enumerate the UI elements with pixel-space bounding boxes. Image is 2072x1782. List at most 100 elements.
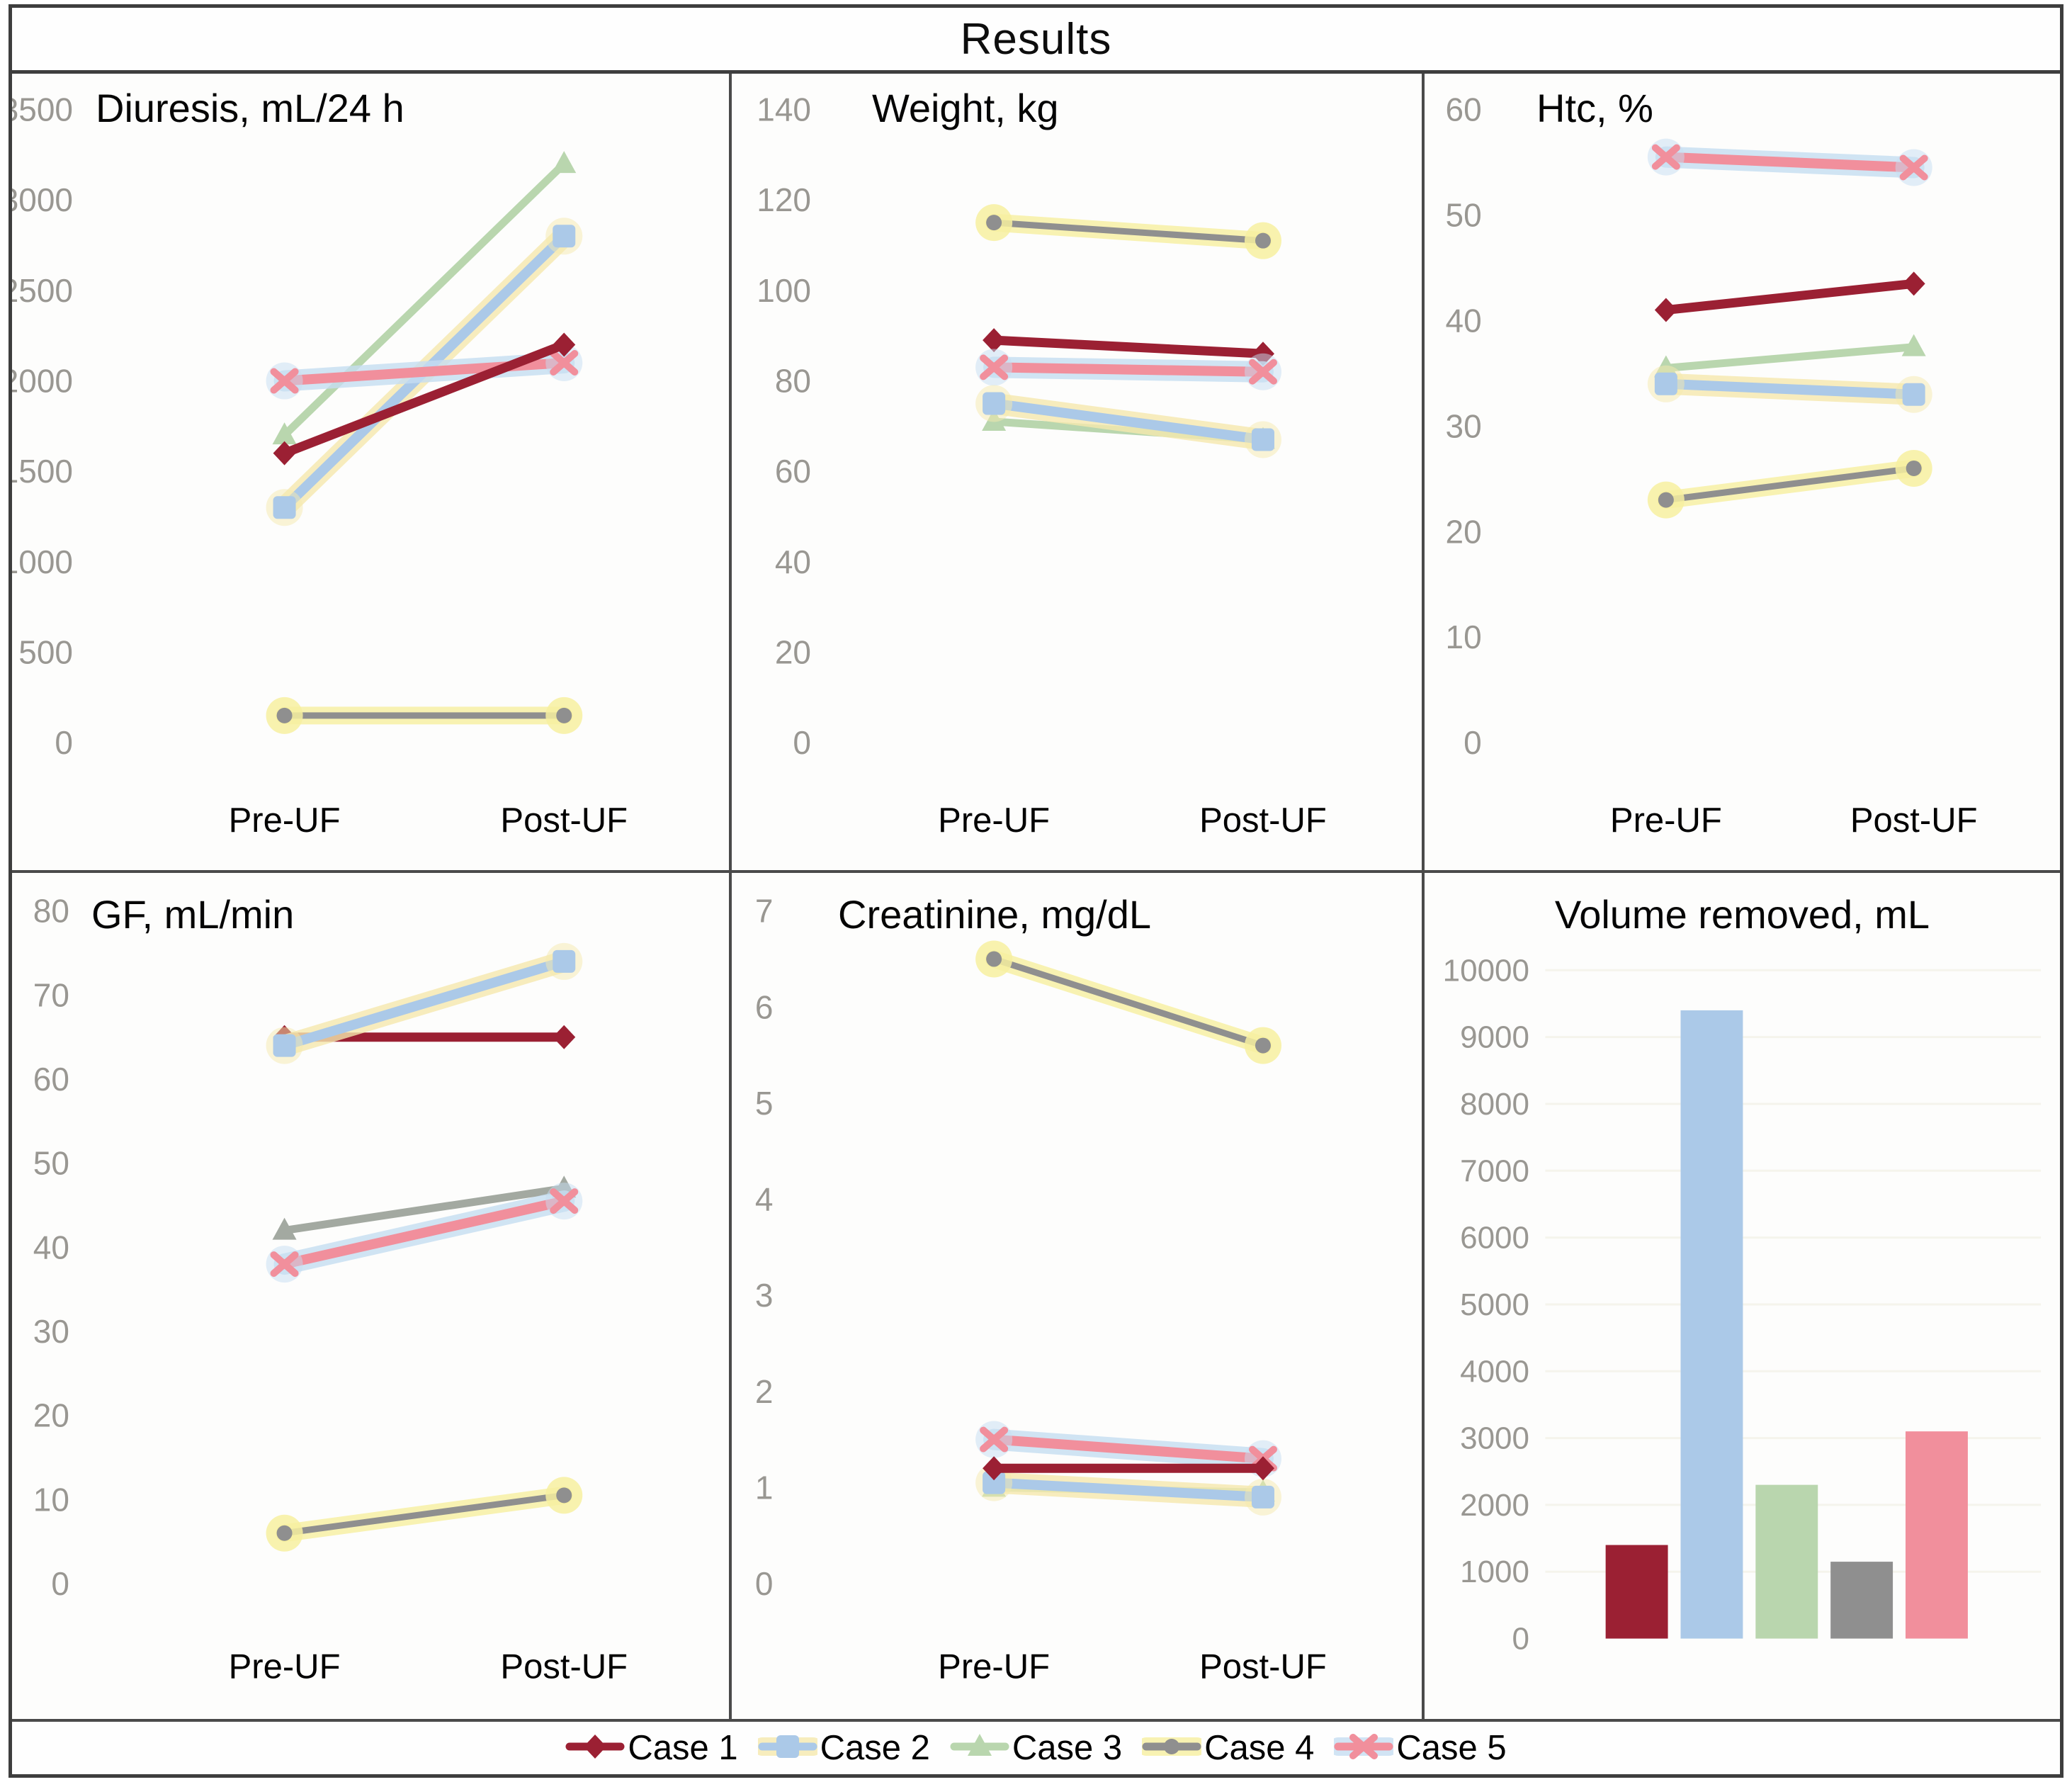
svg-text:50: 50 xyxy=(33,1145,69,1182)
panel-htc: Htc, % 60 50 40 30 20 10 0 Pre-UF Post-UF xyxy=(1425,74,2060,873)
svg-text:2000: 2000 xyxy=(12,363,73,400)
svg-text:6000: 6000 xyxy=(1460,1221,1529,1256)
svg-text:1000: 1000 xyxy=(1460,1555,1529,1589)
gf-title: GF, mL/min xyxy=(91,892,295,937)
legend-label: Case 5 xyxy=(1396,1729,1507,1767)
svg-text:50: 50 xyxy=(1446,197,1482,234)
svg-text:Post-UF: Post-UF xyxy=(500,1648,628,1686)
svg-text:0: 0 xyxy=(793,724,811,761)
legend-item-case2: Case 2 xyxy=(752,1728,930,1768)
svg-text:40: 40 xyxy=(33,1229,69,1265)
svg-text:60: 60 xyxy=(1446,91,1482,128)
volume-removed-chart: 1000090008000700060005000400030002000100… xyxy=(1443,953,2042,1657)
diuresis-chart: 3500 3000 2500 2000 1500 1000 500 0 Pre-UF Post-U… xyxy=(12,91,628,840)
case1-diamond-marker-icon xyxy=(565,1730,625,1767)
svg-text:0: 0 xyxy=(55,724,73,761)
svg-text:20: 20 xyxy=(33,1397,69,1434)
weight-title: Weight, kg xyxy=(872,86,1059,130)
svg-text:60: 60 xyxy=(775,453,811,490)
svg-text:70: 70 xyxy=(33,976,69,1013)
svg-text:5000: 5000 xyxy=(1460,1287,1529,1322)
svg-text:40: 40 xyxy=(1446,302,1482,339)
creatinine-chart: 7 6 5 4 3 2 1 0 Pre-UF Post-UF xyxy=(755,893,1327,1686)
svg-text:40: 40 xyxy=(775,543,811,580)
svg-text:Pre-UF: Pre-UF xyxy=(229,1648,341,1686)
svg-text:80: 80 xyxy=(33,893,69,930)
page-title: Results xyxy=(960,14,1112,64)
svg-text:140: 140 xyxy=(757,91,811,128)
svg-text:10: 10 xyxy=(1446,619,1482,655)
svg-text:4000: 4000 xyxy=(1460,1354,1529,1389)
svg-text:2000: 2000 xyxy=(1460,1488,1529,1523)
svg-text:9000: 9000 xyxy=(1460,1020,1529,1055)
creatinine-title: Creatinine, mg/dL xyxy=(838,892,1152,937)
svg-text:Pre-UF: Pre-UF xyxy=(938,1648,1050,1686)
bar-case4 xyxy=(1830,1562,1893,1639)
panel-volume-removed: Volume removed, mL 10000 9000 8000 7000 6000… xyxy=(1425,873,2060,1719)
bar-case3 xyxy=(1755,1484,1818,1639)
weight-chart: 140 120 100 80 60 40 20 0 Pre-UF Post-UF xyxy=(757,91,1327,840)
panel-grid: Diuresis, mL/24 h 3500300025002000150010… xyxy=(12,74,2060,1719)
case5-x-marker-icon xyxy=(1329,1730,1399,1767)
svg-text:500: 500 xyxy=(18,634,73,671)
svg-text:8000: 8000 xyxy=(1460,1087,1529,1122)
svg-text:20: 20 xyxy=(1446,513,1482,550)
svg-text:0: 0 xyxy=(1464,724,1482,761)
bar-case2 xyxy=(1680,1010,1743,1639)
svg-text:1: 1 xyxy=(755,1469,774,1506)
bar-case5 xyxy=(1906,1431,1968,1639)
htc-chart: 60 50 40 30 20 10 0 Pre-UF Post-UF xyxy=(1446,91,1978,840)
svg-text:10: 10 xyxy=(33,1481,69,1518)
legend-item-case5: Case 5 xyxy=(1329,1728,1507,1768)
svg-text:7000: 7000 xyxy=(1460,1154,1529,1188)
svg-text:30: 30 xyxy=(33,1313,69,1350)
svg-text:20: 20 xyxy=(775,634,811,671)
svg-text:3000: 3000 xyxy=(1460,1421,1529,1456)
svg-text:2: 2 xyxy=(755,1373,774,1410)
svg-text:0: 0 xyxy=(51,1565,69,1602)
legend-item-case3: Case 3 xyxy=(950,1728,1122,1768)
svg-text:6: 6 xyxy=(755,988,774,1025)
panel-gf: GF, mL/min 80 70 60 50 40 30 20 10 0 Pre-UF Post-U… xyxy=(12,873,732,1719)
svg-text:Post-UF: Post-UF xyxy=(1199,1648,1327,1686)
svg-text:7: 7 xyxy=(755,893,774,930)
svg-text:30: 30 xyxy=(1446,407,1482,444)
legend-label: Case 4 xyxy=(1204,1729,1315,1767)
case4-circle-marker-icon xyxy=(1137,1730,1207,1767)
svg-text:3: 3 xyxy=(755,1277,774,1314)
case2-square-marker-icon xyxy=(752,1730,822,1767)
svg-text:80: 80 xyxy=(775,363,811,400)
svg-text:120: 120 xyxy=(757,181,811,218)
legend-label: Case 3 xyxy=(1012,1729,1123,1767)
gf-chart: 80 70 60 50 40 30 20 10 0 Pre-UF Post-UF xyxy=(33,893,628,1686)
panel-creatinine: Creatinine, mg/dL 7 6 5 4 3 2 1 0 Pre-UF Post-UF xyxy=(732,873,1425,1719)
legend-item-case1: Case 1 xyxy=(565,1728,738,1768)
legend: Case 1 Case 2 Case 3 Case 4 Case 5 xyxy=(12,1719,2060,1774)
svg-text:4: 4 xyxy=(755,1181,774,1218)
svg-text:2500: 2500 xyxy=(12,272,73,309)
svg-text:100: 100 xyxy=(757,272,811,309)
svg-text:10000: 10000 xyxy=(1443,953,1529,988)
svg-text:Post-UF: Post-UF xyxy=(1199,801,1327,840)
svg-text:1500: 1500 xyxy=(12,453,73,490)
case3-triangle-marker-icon xyxy=(950,1730,1009,1767)
panel-diuresis: Diuresis, mL/24 h 3500 3000 2500 2000 1500 10… xyxy=(12,74,732,873)
svg-text:1000: 1000 xyxy=(12,543,73,580)
panel-weight: Weight, kg 140 120 100 80 60 40 20 0 Pre-UF Post-… xyxy=(732,74,1425,873)
bar-case1 xyxy=(1605,1545,1668,1639)
svg-text:Post-UF: Post-UF xyxy=(1850,801,1978,840)
volume-removed-title: Volume removed, mL xyxy=(1554,892,1930,937)
svg-text:Pre-UF: Pre-UF xyxy=(938,801,1050,840)
svg-text:0: 0 xyxy=(1512,1622,1529,1657)
svg-text:Pre-UF: Pre-UF xyxy=(1610,801,1722,840)
svg-text:0: 0 xyxy=(755,1565,774,1602)
svg-text:60: 60 xyxy=(33,1061,69,1098)
svg-text:Post-UF: Post-UF xyxy=(500,801,628,840)
results-figure: Results Diuresis, mL/24 h 35003000250020… xyxy=(9,4,2063,1778)
legend-label: Case 1 xyxy=(628,1729,738,1767)
svg-text:3500: 3500 xyxy=(12,91,73,128)
svg-text:5: 5 xyxy=(755,1085,774,1122)
diuresis-title: Diuresis, mL/24 h xyxy=(96,86,404,130)
figure-header: Results xyxy=(12,8,2060,74)
